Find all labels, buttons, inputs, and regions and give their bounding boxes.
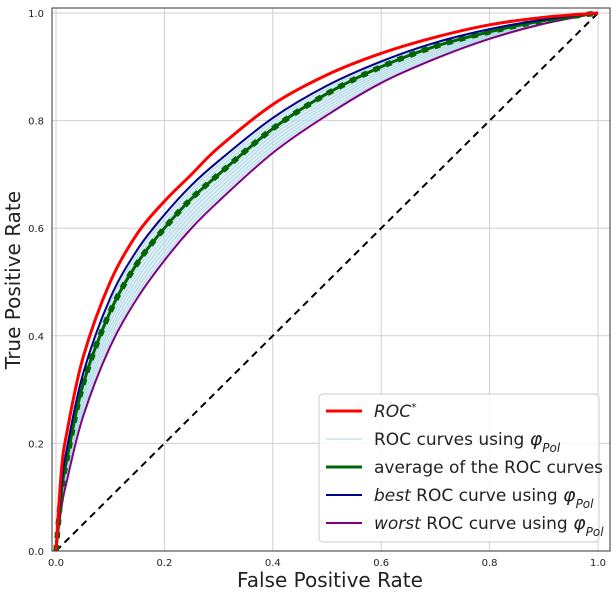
series-worst-roc-curve-using-pol <box>55 12 599 552</box>
x-tick-label: 0.2 <box>156 558 172 569</box>
legend: ROC* ROC curves using φPol average of the … <box>318 393 604 543</box>
x-tick-label: 0.8 <box>482 558 498 569</box>
series-diagonal <box>55 12 599 552</box>
x-tick-label: 1.0 <box>590 558 606 569</box>
y-axis-label: True Positive Rate <box>1 191 25 370</box>
legend-label: ROC curves using φPol <box>374 428 561 455</box>
y-tick-label: 0.8 <box>28 117 44 128</box>
y-tick-label: 0.6 <box>28 224 44 235</box>
legend-box <box>318 393 600 543</box>
legend-label: best ROC curve using φPol <box>374 484 594 511</box>
y-tick-label: 1.0 <box>28 9 44 20</box>
series-lines <box>53 10 599 552</box>
legend-label: average of the ROC curves <box>374 458 603 478</box>
plot-frame <box>51 7 611 552</box>
legend-label: ROC* <box>374 401 417 423</box>
grid-lines <box>52 8 610 552</box>
x-tick-label: 0.6 <box>373 558 389 569</box>
series-roc <box>54 11 599 552</box>
y-tick-label: 0.4 <box>28 332 44 343</box>
x-tick-label: 0.4 <box>265 558 281 569</box>
series-best-roc-curve-using-pol <box>55 12 599 552</box>
band-curve <box>55 12 599 552</box>
series-average-of-the-roc-curves-dash <box>53 10 599 552</box>
band-curve <box>55 12 599 552</box>
legend-label: worst ROC curve using φPol <box>374 512 604 539</box>
y-tick-label: 0.2 <box>28 439 44 450</box>
x-axis-label: False Positive Rate <box>237 568 423 592</box>
x-tick-label: 0.0 <box>48 558 64 569</box>
tick-labels: 0.0 0.2 0.4 0.6 0.8 1.0 0.0 0.2 0.4 0.6 0.8 1.0 <box>28 9 606 569</box>
y-tick-label: 0.0 <box>28 547 44 558</box>
